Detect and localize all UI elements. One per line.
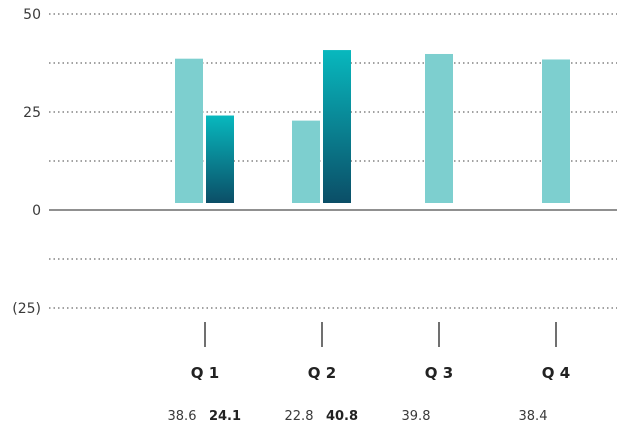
y-tick-label: 50 <box>23 7 41 23</box>
bar-series2 <box>206 115 234 203</box>
data-label-series1: 39.8 <box>402 409 431 424</box>
bar-series2 <box>323 50 351 204</box>
y-tick-label: 0 <box>32 203 41 219</box>
bar-series1 <box>542 59 570 203</box>
data-label-series2: 40.8 <box>326 409 358 424</box>
category-label: Q 1 <box>191 364 219 382</box>
bar-series1 <box>175 58 203 203</box>
category-label: Q 3 <box>425 364 453 382</box>
data-label-series2: 24.1 <box>209 409 241 424</box>
bar-series1 <box>292 120 320 203</box>
category-label: Q 2 <box>308 364 336 382</box>
category-label: Q 4 <box>542 364 570 382</box>
data-label-series1: 38.4 <box>519 409 548 424</box>
y-tick-label: 25 <box>23 105 41 121</box>
data-label-series1: 38.6 <box>168 409 197 424</box>
bar-series1 <box>425 53 453 203</box>
data-label-series1: 22.8 <box>285 409 314 424</box>
y-tick-label: (25) <box>12 301 41 317</box>
